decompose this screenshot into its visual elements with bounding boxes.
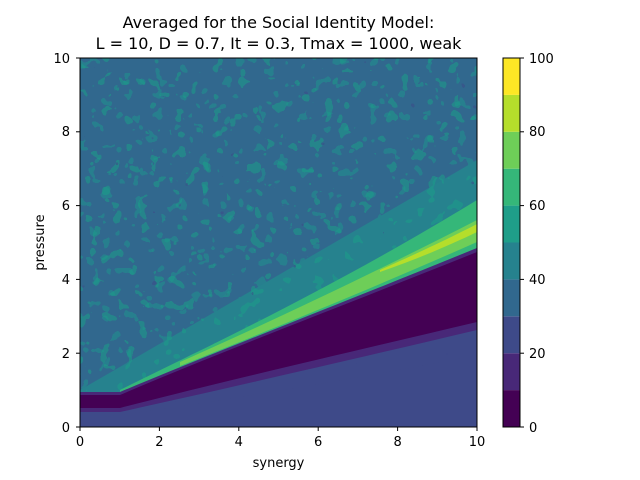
y-tick-label: 4 — [62, 273, 70, 288]
colorbar-tick-label: 80 — [529, 125, 546, 140]
x-tick-label: 10 — [469, 435, 486, 450]
colorbar-segment — [503, 58, 520, 95]
x-tick-label: 0 — [76, 435, 84, 450]
colorbar-segment — [503, 168, 520, 206]
colorbar-frame — [502, 57, 521, 428]
colorbar-tick-label: 0 — [529, 421, 537, 436]
colorbar-tick-label: 40 — [529, 273, 546, 288]
chart-title-line-2: L = 10, D = 0.7, It = 0.3, Tmax = 1000, … — [96, 34, 463, 53]
x-tick-label: 6 — [314, 435, 322, 450]
colorbar-segment — [503, 131, 520, 169]
colorbar-ticks: 0 20 40 60 80 100 — [520, 52, 554, 436]
colorbar — [502, 57, 521, 428]
colorbar-tick-label: 100 — [529, 52, 554, 67]
y-tick-label: 2 — [62, 347, 70, 362]
y-tick-label: 0 — [62, 421, 70, 436]
x-axis-label: synergy — [253, 456, 305, 471]
colorbar-segment — [503, 279, 520, 317]
colorbar-segment — [503, 353, 520, 391]
y-axis: 0 2 4 6 8 10 pressure — [33, 52, 80, 436]
x-tick-label: 4 — [235, 435, 243, 450]
x-tick-label: 2 — [155, 435, 163, 450]
plot-frame — [79, 57, 478, 428]
colorbar-segment — [503, 242, 520, 280]
x-tick-label: 8 — [393, 435, 401, 450]
y-tick-label: 8 — [62, 125, 70, 140]
colorbar-segment — [503, 205, 520, 243]
y-tick-label: 10 — [53, 52, 70, 67]
y-tick-label: 6 — [62, 199, 70, 214]
contour-region-valley-inner — [80, 252, 477, 408]
y-axis-label: pressure — [33, 214, 48, 270]
colorbar-segment — [503, 390, 520, 427]
chart-title-line-1: Averaged for the Social Identity Model: — [123, 13, 435, 32]
plot-area — [80, 58, 477, 427]
colorbar-segment — [503, 94, 520, 132]
x-axis: 0 2 4 6 8 10 synergy — [76, 427, 485, 471]
colorbar-segment — [503, 316, 520, 354]
colorbar-tick-label: 60 — [529, 199, 546, 214]
colorbar-tick-label: 20 — [529, 347, 546, 362]
